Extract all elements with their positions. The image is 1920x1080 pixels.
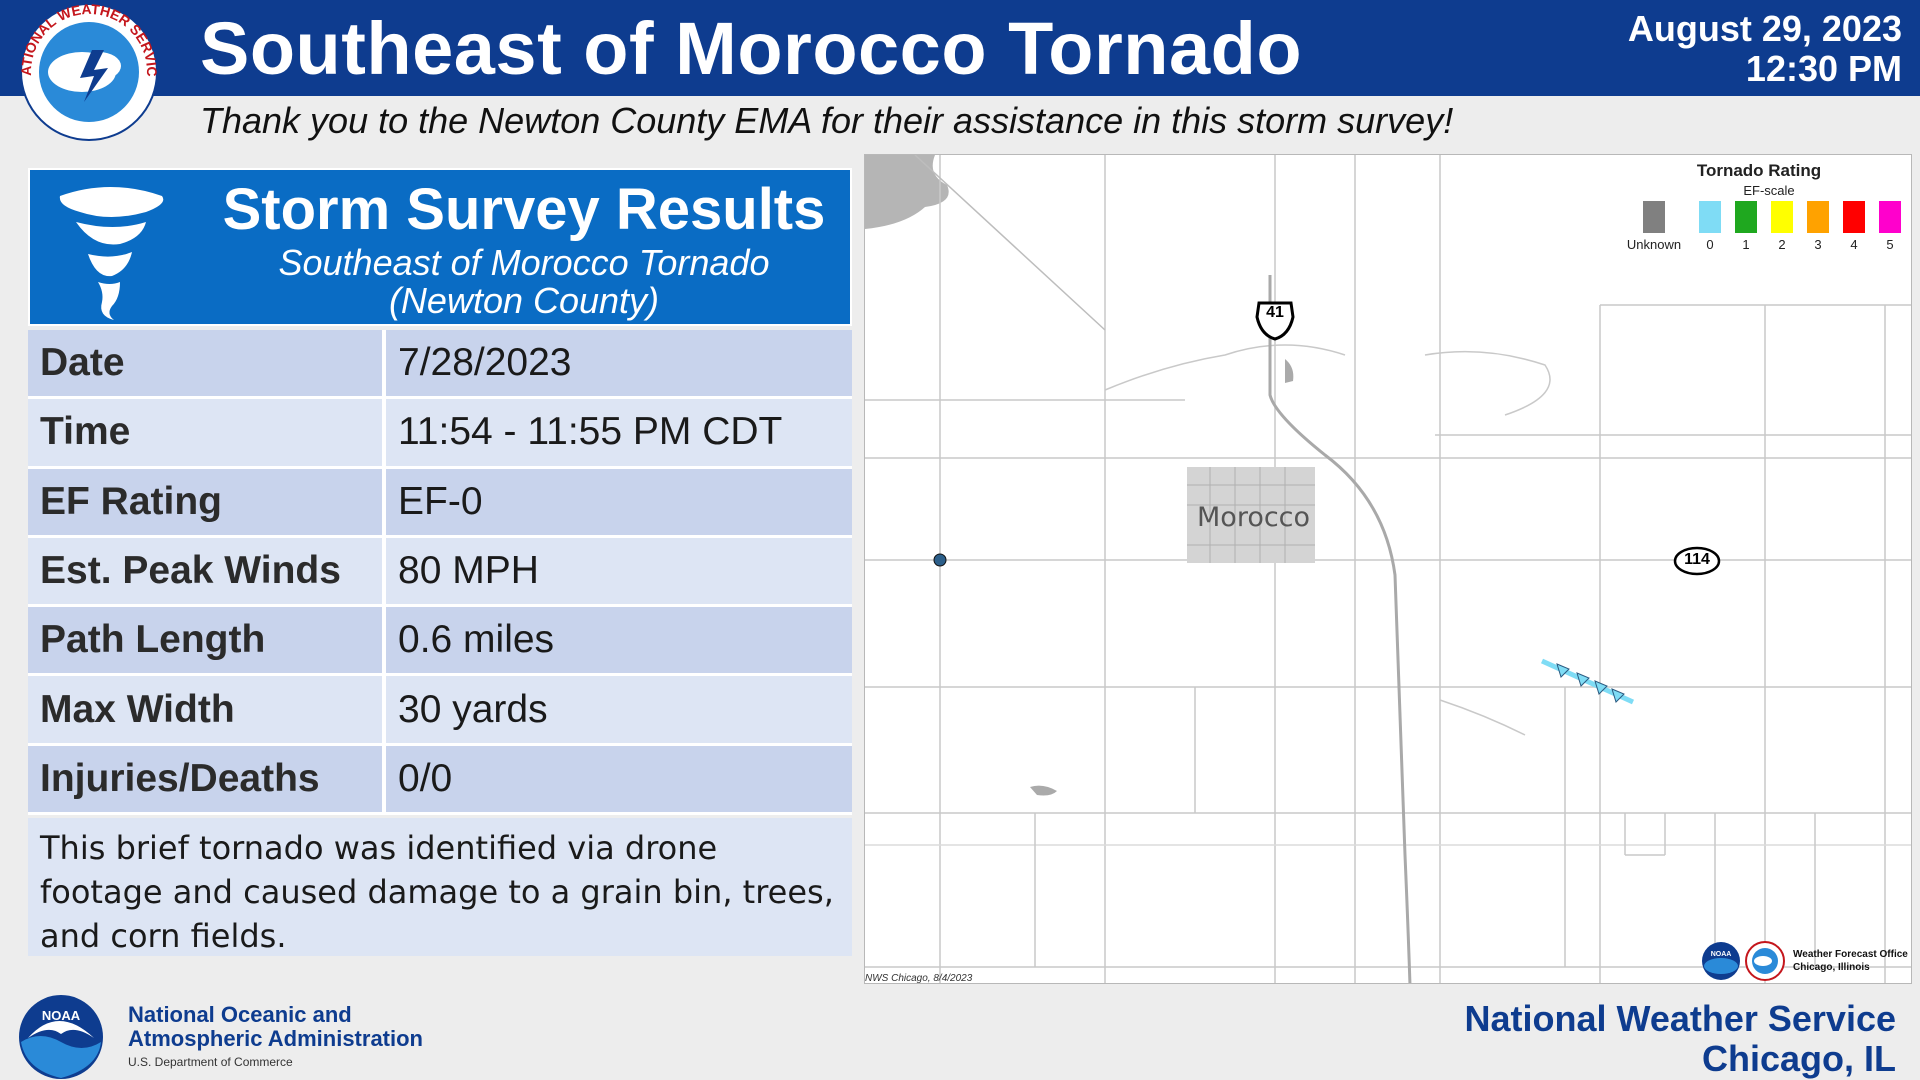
noaa-name-line1: National Oceanic and — [128, 1002, 352, 1027]
legend-label: Unknown — [1626, 237, 1682, 252]
map-road-grid — [865, 155, 1911, 983]
map-basemap: NOAA — [865, 155, 1911, 983]
issue-date: August 29, 2023 — [1627, 8, 1902, 49]
issue-time: 12:30 PM — [1745, 48, 1902, 89]
us-41-shield-label: 41 — [1266, 304, 1284, 321]
row-label: EF Rating — [28, 468, 386, 535]
row-value: 7/28/2023 — [386, 330, 852, 397]
legend-swatch-ef2 — [1771, 201, 1793, 233]
row-label: Max Width — [28, 676, 386, 743]
row-value: 11:54 - 11:55 PM CDT — [386, 399, 852, 466]
legend-label: 2 — [1778, 237, 1786, 252]
row-label: Injuries/Deaths — [28, 745, 386, 813]
wfo-location: Chicago, Illinois — [1793, 962, 1870, 973]
legend-title: Tornado Rating — [1696, 161, 1822, 180]
table-row-peak-winds: Est. Peak Winds 80 MPH — [28, 537, 852, 608]
legend-label: 5 — [1886, 237, 1894, 252]
noaa-department: U.S. Department of Commerce — [128, 1055, 293, 1069]
survey-banner: Storm Survey Results Southeast of Morocc… — [28, 168, 852, 326]
legend-swatch-ef4 — [1843, 201, 1865, 233]
table-row-injuries: Injuries/Deaths 0/0 — [28, 745, 852, 816]
tornado-track-map: NOAA Morocco 41 114 Tornado Rating EF-sc… — [864, 154, 1912, 984]
legend-swatch-ef1 — [1735, 201, 1757, 233]
row-value: 0/0 — [386, 745, 852, 813]
table-row-path-length: Path Length 0.6 miles — [28, 607, 852, 677]
us-41-shield — [1255, 301, 1295, 341]
noaa-name-line2: Atmospheric Administration — [128, 1026, 423, 1051]
survey-summary: This brief tornado was identified via dr… — [28, 818, 852, 956]
survey-point-marker — [933, 553, 947, 567]
legend-swatch-ef5 — [1879, 201, 1901, 233]
row-value: 0.6 miles — [386, 607, 852, 674]
table-row-max-width: Max Width 30 yards — [28, 676, 852, 746]
row-label: Time — [28, 399, 386, 466]
table-row-time: Time 11:54 - 11:55 PM CDT — [28, 399, 852, 469]
legend-label: 3 — [1814, 237, 1822, 252]
row-value: 80 MPH — [386, 537, 852, 605]
legend-subtitle: EF-scale — [1743, 183, 1795, 198]
route-114-label: 114 — [1684, 551, 1710, 568]
table-row-ef-rating: EF Rating EF-0 — [28, 468, 852, 538]
row-value: 30 yards — [386, 676, 852, 743]
water-body — [865, 155, 949, 229]
legend-swatch-ef0 — [1699, 201, 1721, 233]
footer-agency: National Weather Service — [1464, 998, 1896, 1039]
row-label: Est. Peak Winds — [28, 537, 386, 605]
footer-office: Chicago, IL — [1701, 1038, 1896, 1079]
table-row-date: Date 7/28/2023 — [28, 330, 852, 400]
map-credit: NWS Chicago, 8/4/2023 — [865, 973, 973, 984]
row-label: Path Length — [28, 607, 386, 674]
wfo-label: Weather Forecast Office — [1793, 949, 1908, 960]
page-title: Southeast of Morocco Tornado — [200, 7, 1303, 90]
legend-label: 0 — [1706, 237, 1714, 252]
us-41-highway — [1268, 275, 1412, 983]
legend-label: 1 — [1742, 237, 1750, 252]
row-label: Date — [28, 330, 386, 397]
state-route-114-shield — [1673, 546, 1721, 576]
acknowledgement-text: Thank you to the Newton County EMA for t… — [200, 100, 1454, 141]
town-area — [1187, 467, 1315, 563]
tornado-icon — [59, 187, 164, 320]
legend-swatch-ef3 — [1807, 201, 1829, 233]
survey-subtitle: Southeast of Morocco Tornado — [278, 242, 770, 283]
noaa-logo: NOAA — [19, 995, 103, 1079]
town-label: Morocco — [1197, 502, 1311, 533]
noaa-logo-text: NOAA — [42, 1008, 81, 1023]
map-noaa-logo-text: NOAA — [1711, 951, 1732, 958]
legend-swatch-unknown — [1643, 201, 1665, 233]
track-damage-markers — [1556, 663, 1625, 703]
header-bar — [0, 0, 1920, 96]
survey-county: (Newton County) — [388, 280, 660, 321]
row-value: EF-0 — [386, 468, 852, 535]
survey-title: Storm Survey Results — [222, 177, 826, 242]
nws-logo: NATIONAL WEATHER SERVICE — [14, 0, 160, 141]
legend-label: 4 — [1850, 237, 1858, 252]
survey-table: Date 7/28/2023 Time 11:54 - 11:55 PM CDT… — [28, 330, 852, 816]
